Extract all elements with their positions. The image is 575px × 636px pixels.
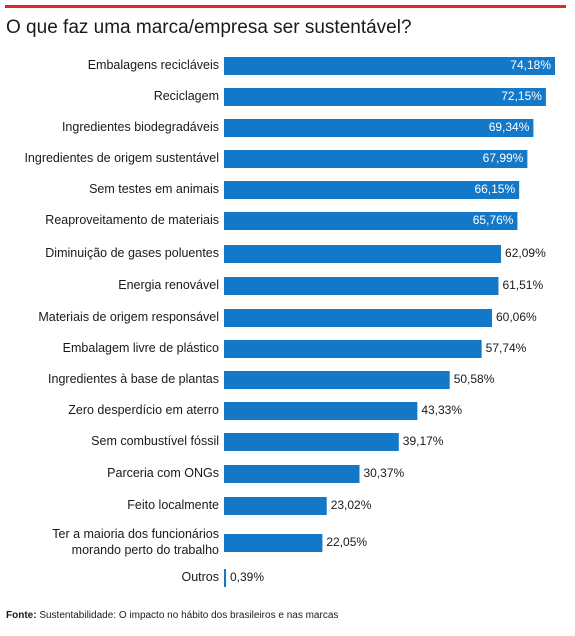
chart-title: O que faz uma marca/empresa ser sustentá… — [6, 17, 412, 38]
bar-value-label: 43,33% — [421, 403, 462, 417]
bar — [224, 534, 323, 552]
bar — [224, 497, 327, 515]
category-label-line: Ingredientes à base de plantas — [48, 372, 219, 386]
bar-chart: Embalagens recicláveis 74,18% Reciclagem 72… — [24, 57, 555, 587]
bar-value-label: 62,09% — [505, 246, 546, 260]
bar-value-label: 61,51% — [502, 278, 543, 292]
category-label-line: Reciclagem — [154, 89, 219, 103]
category-label-line: Feito localmente — [127, 498, 219, 512]
category-label: Ingredientes biodegradáveis — [62, 120, 219, 134]
category-label: Diminuição de gases poluentes — [45, 246, 219, 260]
bar-value-label: 57,74% — [486, 341, 527, 355]
bar — [224, 245, 502, 263]
category-label-line: morando perto do trabalho — [72, 543, 219, 557]
bar — [224, 212, 518, 230]
category-label: Sem combustível fóssil — [91, 434, 219, 448]
bar — [224, 181, 520, 199]
category-label-line: Sem testes em animais — [89, 182, 219, 196]
bar — [224, 88, 546, 106]
bar — [224, 402, 418, 420]
category-label: Energia renovável — [118, 278, 219, 292]
category-label: Embalagens recicláveis — [88, 58, 219, 72]
category-label-line: Materiais de origem responsável — [38, 310, 219, 324]
bar-value-label: 60,06% — [496, 310, 537, 324]
category-label-line: Ingredientes de origem sustentável — [24, 151, 219, 165]
bar — [224, 371, 450, 389]
bar — [224, 569, 226, 587]
bar — [224, 150, 528, 168]
title-accent-rule — [5, 5, 566, 8]
category-label: Materiais de origem responsável — [38, 310, 219, 324]
bar-value-label: 23,02% — [331, 498, 372, 512]
bar — [224, 119, 534, 137]
category-label-line: Embalagem livre de plástico — [63, 341, 219, 355]
category-label-line: Zero desperdício em aterro — [68, 403, 219, 417]
bar-value-label: 66,15% — [474, 182, 515, 196]
category-label: Embalagem livre de plástico — [63, 341, 219, 355]
category-label: Outros — [181, 570, 219, 584]
bar-value-label: 67,99% — [483, 151, 524, 165]
category-label: Zero desperdício em aterro — [68, 403, 219, 417]
category-label-line: Parceria com ONGs — [107, 466, 219, 480]
category-label-line: Sem combustível fóssil — [91, 434, 219, 448]
source-note: Fonte: Sustentabilidade: O impacto no há… — [6, 610, 338, 621]
category-label-line: Outros — [181, 570, 219, 584]
bar — [224, 277, 499, 295]
bar-value-label: 74,18% — [510, 58, 551, 72]
category-label: Reaproveitamento de materiais — [45, 213, 219, 227]
bar-value-label: 72,15% — [501, 89, 542, 103]
source-label: Fonte: — [6, 610, 37, 621]
source-text: Sustentabilidade: O impacto no hábito do… — [39, 610, 339, 621]
category-label: Sem testes em animais — [89, 182, 219, 196]
category-label-line: Reaproveitamento de materiais — [45, 213, 219, 227]
category-label: Ter a maioria dos funcionários morando pe… — [52, 527, 219, 557]
bar-value-label: 50,58% — [454, 372, 495, 386]
bar — [224, 465, 360, 483]
category-label: Reciclagem — [154, 89, 219, 103]
bar — [224, 433, 399, 451]
category-label-line: Energia renovável — [118, 278, 219, 292]
bar-value-label: 22,05% — [326, 535, 367, 549]
category-label-line: Ter a maioria dos funcionários — [52, 527, 219, 541]
bar-value-label: 69,34% — [489, 120, 530, 134]
bar-value-label: 0,39% — [230, 570, 264, 584]
category-label: Ingredientes à base de plantas — [48, 372, 219, 386]
category-label: Ingredientes de origem sustentável — [24, 151, 219, 165]
category-label: Parceria com ONGs — [107, 466, 219, 480]
category-label-line: Embalagens recicláveis — [88, 58, 219, 72]
bar-value-label: 65,76% — [473, 213, 514, 227]
category-label-line: Ingredientes biodegradáveis — [62, 120, 219, 134]
bar — [224, 57, 555, 75]
category-label: Feito localmente — [127, 498, 219, 512]
category-label-line: Diminuição de gases poluentes — [45, 246, 219, 260]
bar-value-label: 39,17% — [403, 434, 444, 448]
bar-value-label: 30,37% — [364, 466, 405, 480]
bar — [224, 309, 492, 327]
bar — [224, 340, 482, 358]
